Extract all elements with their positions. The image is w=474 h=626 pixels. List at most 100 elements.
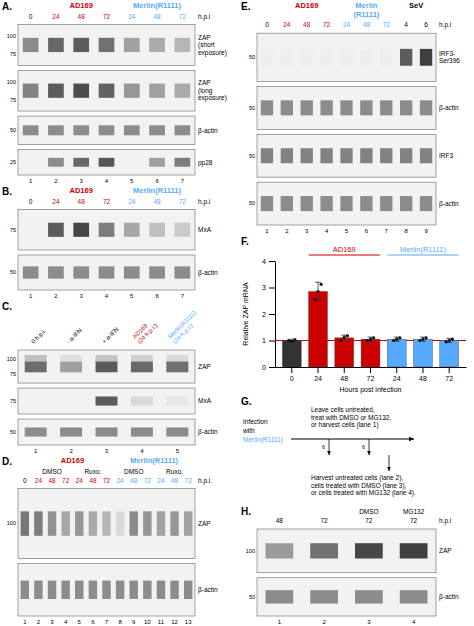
time-label: 24 xyxy=(116,477,124,484)
x-axis: 0244872244872 xyxy=(276,367,467,382)
lane-number: 5 xyxy=(345,228,349,234)
lane-number: 4 xyxy=(64,619,68,625)
mw-label: 100 xyxy=(7,356,16,362)
y-axis: 01234 xyxy=(262,258,275,371)
mw-label: 50 xyxy=(249,54,255,60)
data-point xyxy=(316,290,319,293)
data-point xyxy=(392,339,395,342)
text-line: Ruxo. xyxy=(84,468,101,475)
data-point xyxy=(313,298,316,301)
text-line: Infection xyxy=(243,418,268,425)
data-point xyxy=(448,339,451,342)
lane-condition: AD169(24 h.p.i.) xyxy=(131,318,158,345)
band xyxy=(48,581,56,599)
sub-label: DMSO xyxy=(124,468,144,475)
text-line: 100 xyxy=(7,79,16,85)
band xyxy=(131,355,153,362)
tick-label: 72 xyxy=(445,375,453,382)
text-line: pp28 xyxy=(198,159,213,167)
blot: 100ZAP xyxy=(7,489,211,559)
band xyxy=(420,49,432,66)
blot: 75MxA xyxy=(10,388,212,414)
arrow xyxy=(329,439,330,455)
panel-label: F. xyxy=(241,236,249,247)
text-line: 48 xyxy=(171,477,179,484)
band xyxy=(73,266,89,278)
time-label: 72 xyxy=(144,477,152,484)
blot-membrane xyxy=(18,255,195,290)
band xyxy=(400,100,412,115)
band xyxy=(99,125,115,135)
panel-label: B. xyxy=(2,186,12,197)
text-line: 10 xyxy=(144,619,151,625)
bar xyxy=(309,291,328,367)
lane-number: 2 xyxy=(54,178,58,184)
data-point xyxy=(340,339,343,342)
text-line: β-actin xyxy=(198,269,218,277)
lane-number: 5 xyxy=(130,293,134,299)
mw-label: 50 xyxy=(10,429,16,435)
group-header: SeV xyxy=(409,1,423,10)
band xyxy=(102,581,110,599)
sub-label: Ruxo. xyxy=(166,468,183,475)
group-bracket xyxy=(387,254,458,255)
time-label: 72 xyxy=(179,13,187,20)
band xyxy=(320,148,332,163)
band xyxy=(96,396,118,405)
mw-label: 75 xyxy=(10,371,16,377)
data-point xyxy=(451,338,454,341)
panel-label: C. xyxy=(2,301,12,312)
blot: 50β-actin xyxy=(10,419,218,445)
tick-mark xyxy=(396,367,397,373)
panel-label: A. xyxy=(2,1,12,12)
unit-label: h.p.i xyxy=(198,198,210,206)
panel-label: G. xyxy=(241,396,252,407)
group-header: AD169 xyxy=(295,1,318,10)
time-label: 24 xyxy=(128,13,136,20)
text-line: 50 xyxy=(249,153,255,159)
blot-membrane xyxy=(18,419,195,445)
band xyxy=(360,148,372,163)
text-line: 50 xyxy=(10,269,16,275)
text-line: 4 xyxy=(140,448,144,454)
mw-label: 75 xyxy=(10,97,16,103)
tick: 4 xyxy=(262,258,275,265)
text-line: 72 xyxy=(179,198,187,205)
time-label: 72 xyxy=(62,477,70,484)
text-line: 72 xyxy=(323,21,331,28)
band xyxy=(73,84,89,98)
band xyxy=(124,266,140,278)
time-label: 0 xyxy=(29,198,33,205)
lane-number: 2 xyxy=(285,228,289,234)
blot: 75MxA xyxy=(10,210,212,250)
text-line: ZAP xyxy=(198,79,211,86)
text-line: 75 xyxy=(10,398,16,404)
band xyxy=(130,511,138,535)
lane-number: 4 xyxy=(325,228,329,234)
text-line: 24 xyxy=(116,477,124,484)
text-line: DMSO xyxy=(124,468,144,475)
tick-label: 48 xyxy=(419,375,427,382)
blot-label: ZAP xyxy=(439,547,452,554)
lane-number: 6 xyxy=(155,293,159,299)
blot-label: pp28 xyxy=(198,159,213,167)
mw-label: 75 xyxy=(10,227,16,233)
blot-membrane xyxy=(257,134,436,177)
text-line: 48 xyxy=(363,21,371,28)
text-line: 25 xyxy=(10,159,16,165)
text-line: 100 xyxy=(7,356,16,362)
text-line: 12 xyxy=(171,619,178,625)
time-label: 48 xyxy=(89,477,97,484)
tick-mark xyxy=(449,367,450,373)
text-line: 24 xyxy=(157,477,165,484)
band xyxy=(355,543,383,558)
text-line: exposure) xyxy=(198,94,227,102)
lane-number: 7 xyxy=(181,293,185,299)
band xyxy=(420,100,432,115)
time-label: 24 xyxy=(52,13,60,20)
text-line: exposure) xyxy=(198,49,227,57)
band xyxy=(281,49,293,66)
band xyxy=(266,590,294,603)
blot-label: ZAP(shortexposure) xyxy=(198,34,227,57)
lane-number: 12 xyxy=(171,619,178,625)
